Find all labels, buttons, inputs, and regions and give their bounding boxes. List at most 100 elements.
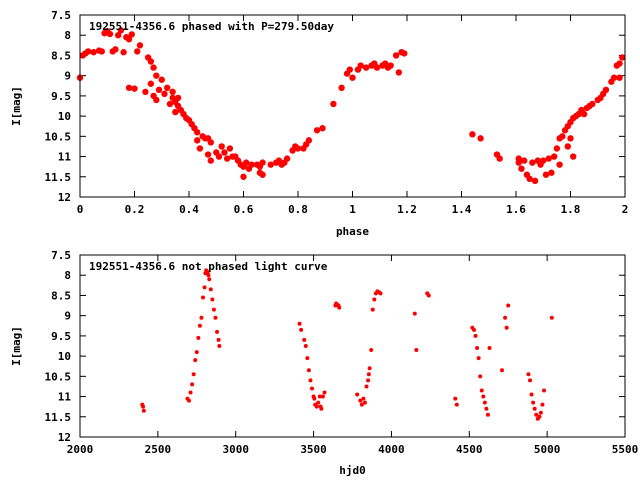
data-point [305, 356, 310, 361]
panel0-frame [79, 14, 626, 198]
data-point [207, 277, 212, 282]
data-point [338, 84, 345, 92]
data-point [602, 86, 610, 94]
data-point [125, 84, 133, 92]
data-point [471, 327, 476, 332]
x-tick-label: 2000 [67, 443, 94, 456]
data-point [373, 64, 381, 71]
data-point [188, 390, 193, 395]
x-tick-label: 5500 [612, 443, 639, 456]
data-point [545, 155, 552, 162]
x-tick-label: 0.2 [125, 203, 145, 216]
data-point [426, 293, 431, 298]
data-point [141, 408, 146, 413]
y-tick-label: 8.5 [51, 289, 71, 302]
y-tick-label: 10 [58, 350, 71, 363]
data-point [366, 378, 371, 383]
panel1-annotation: 192551-4356.6 not phased light curve [89, 260, 328, 273]
data-point [337, 305, 342, 310]
y-tick-label: 9 [64, 70, 71, 83]
data-point [515, 159, 522, 166]
data-point [128, 31, 135, 38]
x-tick-label: 0 [77, 203, 84, 216]
data-point [553, 145, 561, 152]
x-tick-label: 3500 [300, 443, 327, 456]
data-point [193, 129, 201, 136]
data-point [619, 54, 626, 61]
data-point [308, 378, 313, 383]
data-point [240, 173, 247, 180]
data-point [202, 285, 207, 290]
data-point [141, 404, 146, 409]
data-point [453, 396, 458, 401]
data-point [213, 315, 218, 320]
data-point [158, 76, 165, 83]
panel0-annotation: 192551-4356.6 phased with P=279.50day [89, 20, 334, 33]
data-point [358, 398, 363, 403]
data-point [532, 406, 537, 411]
y-tick-label: 10.5 [45, 130, 72, 143]
data-point [267, 161, 274, 168]
data-point [172, 108, 179, 116]
data-point [362, 64, 370, 71]
data-point [216, 337, 221, 342]
data-point [117, 27, 125, 34]
data-point [306, 368, 311, 373]
data-point [540, 402, 545, 407]
data-point [191, 372, 196, 377]
y-tick-label: 8 [64, 269, 71, 282]
data-point [314, 404, 319, 409]
data-point [392, 52, 400, 59]
y-tick-label: 9.5 [51, 330, 71, 343]
data-point [479, 388, 484, 393]
data-point [211, 307, 216, 312]
data-point [540, 157, 547, 164]
data-point [364, 384, 369, 389]
data-point [531, 400, 536, 405]
data-point [499, 368, 504, 373]
data-point [484, 406, 489, 411]
data-point [359, 402, 364, 407]
y-tick-label: 11 [58, 391, 72, 404]
data-point [528, 378, 533, 383]
panel0-points [76, 27, 626, 185]
data-point [169, 88, 176, 96]
x-tick-label: 1.2 [397, 203, 417, 216]
data-point [366, 372, 371, 377]
data-point [114, 32, 122, 39]
data-point [166, 100, 174, 108]
x-tick-label: 2500 [145, 443, 172, 456]
x-tick-label: 0.8 [288, 203, 308, 216]
data-point [550, 153, 558, 160]
panel0-ticks: 0 0.2 0.4 0.6 0.8 1 1.2 1.4 1.6 1.8 2 7.5 8 8.5 9 9.5 10… [45, 9, 629, 216]
data-point [610, 74, 618, 81]
data-point [518, 165, 525, 172]
data-point [580, 110, 588, 118]
data-point [210, 297, 215, 302]
data-point [259, 159, 266, 166]
unphased-light-curve-panel: 2000 2500 3000 3500 4000 4500 5000 5500 7.5 8 8.5 9… [10, 249, 638, 477]
data-point [196, 335, 201, 340]
data-point [98, 48, 106, 55]
data-point [155, 86, 163, 94]
data-point [319, 125, 326, 132]
data-point [161, 90, 168, 98]
panel0-x-axis-label: phase [336, 225, 369, 238]
data-point [90, 49, 97, 56]
data-point [401, 50, 408, 57]
data-point [147, 80, 155, 87]
data-point [542, 171, 550, 178]
y-tick-label: 11 [58, 151, 72, 164]
data-point [316, 400, 321, 405]
data-point [226, 145, 234, 152]
data-point [473, 333, 478, 338]
data-point [529, 159, 536, 166]
data-point [549, 315, 554, 320]
data-point [616, 60, 623, 67]
data-point [361, 396, 366, 401]
data-point [164, 84, 171, 92]
data-point [201, 295, 206, 300]
x-tick-label: 1 [349, 203, 356, 216]
data-point [215, 153, 223, 160]
data-point [299, 327, 304, 332]
